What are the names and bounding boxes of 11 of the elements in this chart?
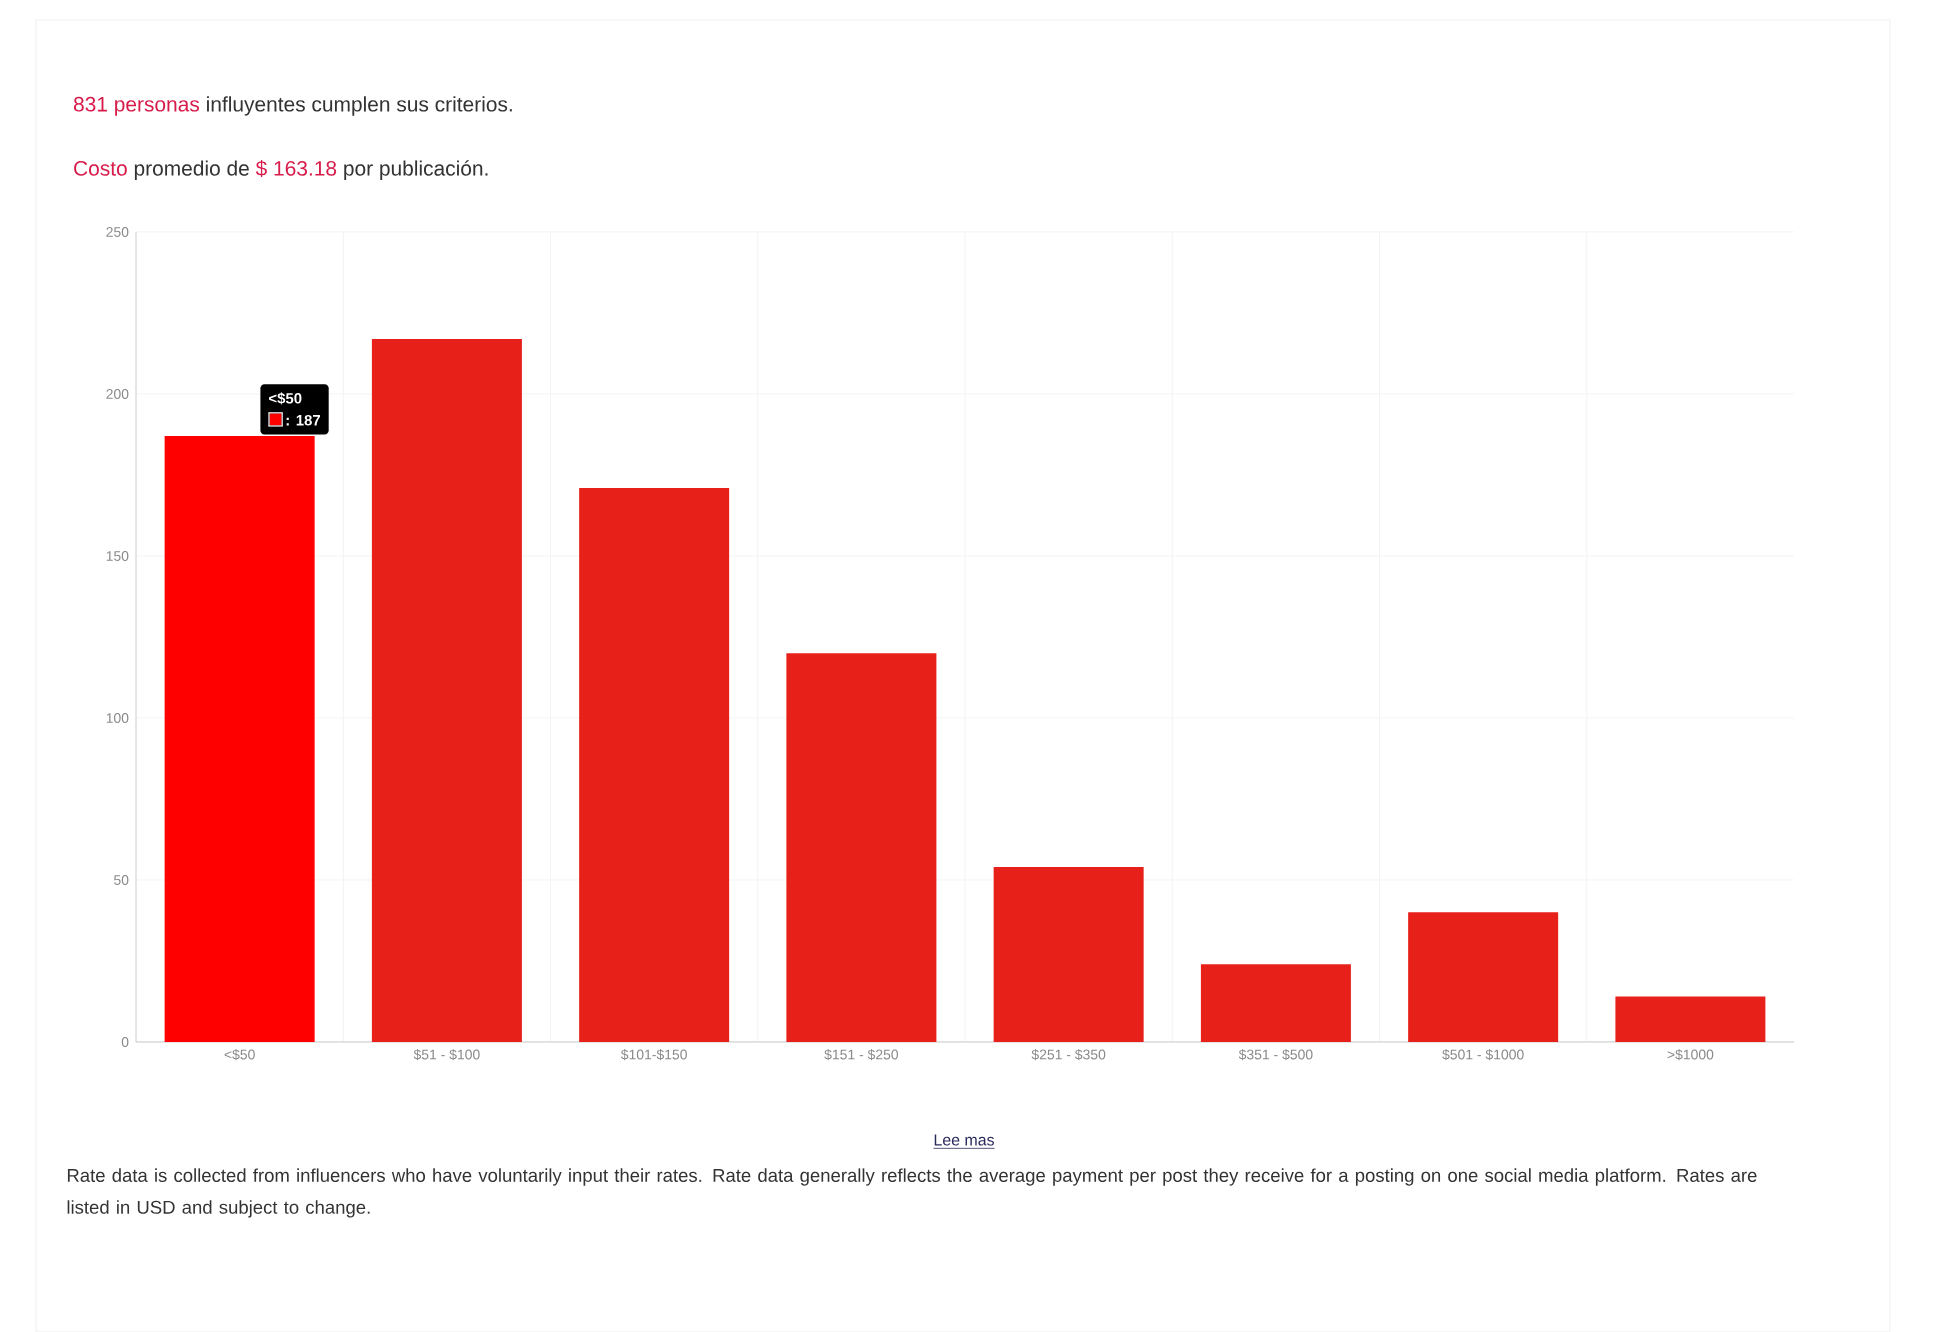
bar bbox=[1200, 964, 1351, 1042]
bar bbox=[1615, 996, 1766, 1042]
bar bbox=[993, 866, 1144, 1042]
bar bbox=[786, 652, 937, 1042]
bar bbox=[1408, 912, 1559, 1042]
bar bbox=[371, 338, 522, 1042]
bar bbox=[579, 487, 730, 1042]
bar bbox=[164, 435, 315, 1042]
text: Rate data is collected from influencers who have voluntarily input their rates. Rate data generally reflects the average payment per post they receive for a posting on one social media platform. Rates are listed in USD and subject to change. bbox=[67, 1168, 1757, 1218]
chart-title: 831 personas influyentes cumplen sus criterios. bbox=[73, 96, 512, 116]
chart-subtitle: Costo promedio de $ 163.18 por publicación. bbox=[74, 159, 488, 180]
